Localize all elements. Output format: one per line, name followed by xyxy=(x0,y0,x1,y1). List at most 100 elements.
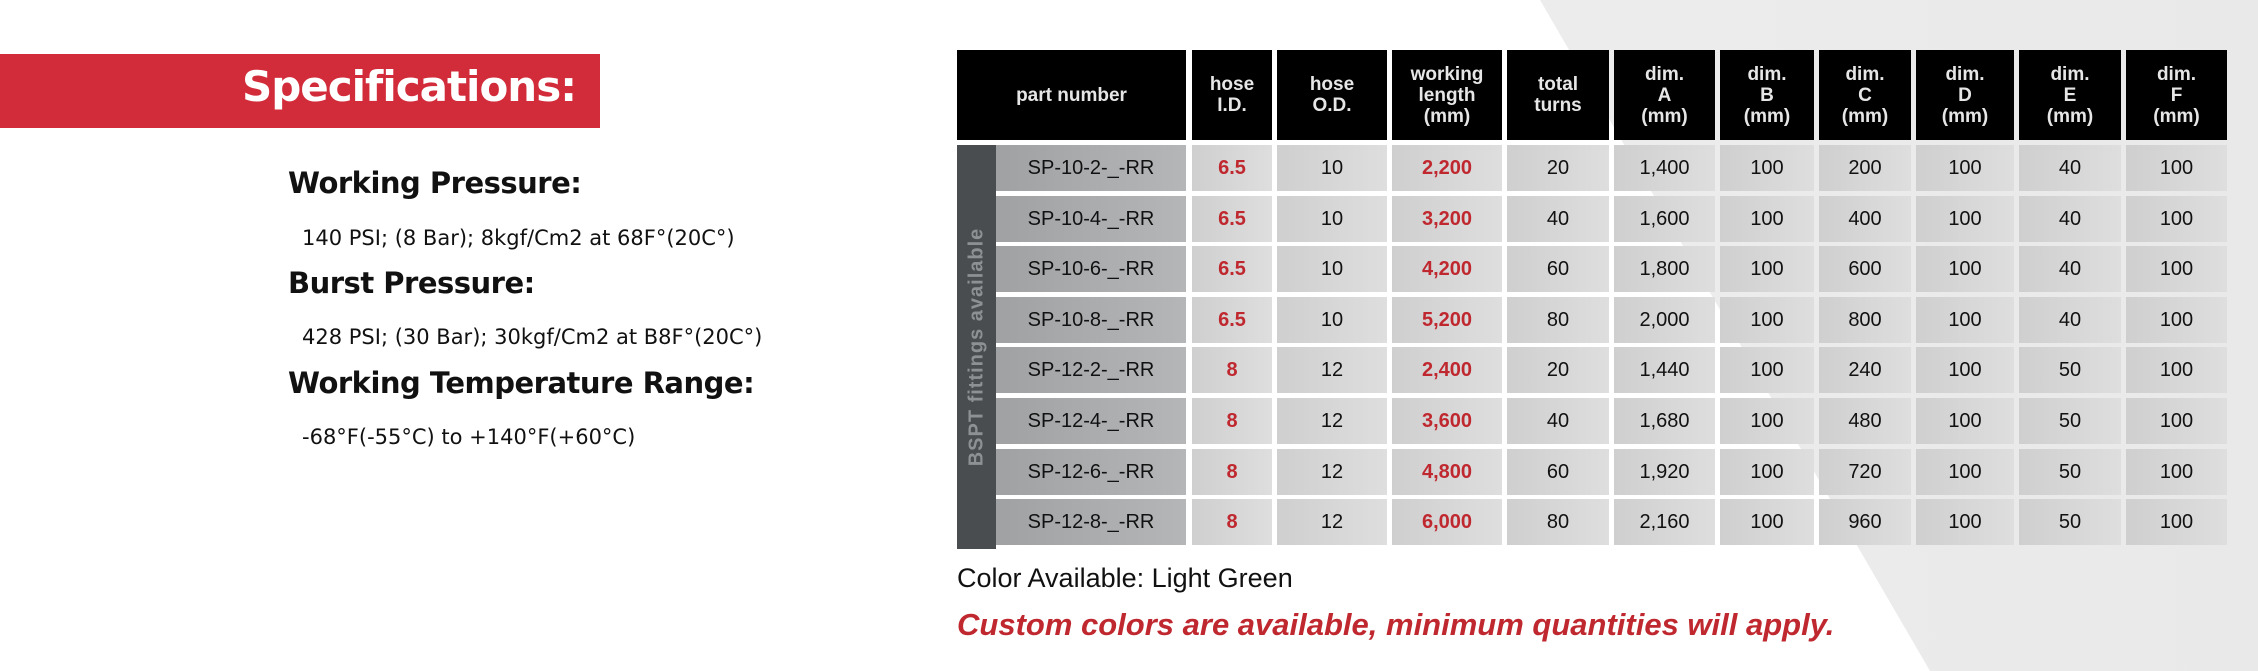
cell-dim-f: 100 xyxy=(2126,246,2227,292)
cell-total-turns: 80 xyxy=(1507,499,1609,545)
cell-total-turns: 20 xyxy=(1507,145,1609,191)
cell-dim-d: 100 xyxy=(1916,196,2014,242)
header-part-number: part number xyxy=(957,50,1186,140)
cell-dim-b: 100 xyxy=(1720,196,1814,242)
cell-dim-d: 100 xyxy=(1916,246,2014,292)
cell-hose-id: 8 xyxy=(1192,347,1272,393)
cell-dim-b: 100 xyxy=(1720,499,1814,545)
spec-value: -68°F(-55°C) to +140°F(+60°C) xyxy=(302,425,636,449)
cell-dim-d: 100 xyxy=(1916,499,2014,545)
cell-working-length: 3,200 xyxy=(1392,196,1502,242)
cell-dim-b: 100 xyxy=(1720,398,1814,444)
cell-dim-c: 240 xyxy=(1819,347,1911,393)
cell-dim-c: 600 xyxy=(1819,246,1911,292)
color-available-note: Color Available: Light Green xyxy=(957,563,1293,593)
header-dim-d: dim. D (mm) xyxy=(1916,50,2014,140)
cell-part-number: SP-10-2-_-RR xyxy=(996,145,1186,191)
cell-dim-f: 100 xyxy=(2126,449,2227,495)
cell-dim-d: 100 xyxy=(1916,347,2014,393)
cell-dim-f: 100 xyxy=(2126,196,2227,242)
cell-dim-e: 40 xyxy=(2019,297,2121,343)
cell-dim-f: 100 xyxy=(2126,297,2227,343)
cell-dim-e: 40 xyxy=(2019,196,2121,242)
cell-dim-a: 1,600 xyxy=(1614,196,1715,242)
cell-working-length: 5,200 xyxy=(1392,297,1502,343)
cell-dim-a: 1,920 xyxy=(1614,449,1715,495)
spec-heading: Working Pressure: xyxy=(288,166,582,200)
side-label-bar: BSPT fittings available xyxy=(957,145,996,549)
cell-dim-e: 50 xyxy=(2019,449,2121,495)
spec-heading: Working Temperature Range: xyxy=(288,366,755,400)
cell-dim-e: 50 xyxy=(2019,398,2121,444)
header-dim-a: dim. A (mm) xyxy=(1614,50,1715,140)
cell-dim-c: 400 xyxy=(1819,196,1911,242)
cell-dim-b: 100 xyxy=(1720,145,1814,191)
cell-dim-f: 100 xyxy=(2126,499,2227,545)
cell-hose-id: 6.5 xyxy=(1192,246,1272,292)
cell-dim-e: 50 xyxy=(2019,347,2121,393)
side-label: BSPT fittings available xyxy=(965,227,987,467)
cell-dim-a: 1,440 xyxy=(1614,347,1715,393)
cell-total-turns: 60 xyxy=(1507,246,1609,292)
cell-dim-e: 40 xyxy=(2019,145,2121,191)
cell-dim-a: 1,400 xyxy=(1614,145,1715,191)
cell-dim-d: 100 xyxy=(1916,297,2014,343)
cell-total-turns: 40 xyxy=(1507,398,1609,444)
spec-heading: Burst Pressure: xyxy=(288,266,535,300)
header-hose-id: hose I.D. xyxy=(1192,50,1272,140)
cell-dim-c: 960 xyxy=(1819,499,1911,545)
cell-working-length: 2,200 xyxy=(1392,145,1502,191)
cell-dim-b: 100 xyxy=(1720,347,1814,393)
cell-dim-a: 1,680 xyxy=(1614,398,1715,444)
custom-colors-note: Custom colors are available, minimum qua… xyxy=(957,607,1835,642)
cell-working-length: 3,600 xyxy=(1392,398,1502,444)
cell-hose-od: 10 xyxy=(1277,297,1387,343)
cell-hose-id: 8 xyxy=(1192,449,1272,495)
cell-dim-c: 480 xyxy=(1819,398,1911,444)
cell-dim-f: 100 xyxy=(2126,347,2227,393)
cell-dim-d: 100 xyxy=(1916,145,2014,191)
cell-working-length: 6,000 xyxy=(1392,499,1502,545)
cell-dim-f: 100 xyxy=(2126,398,2227,444)
cell-dim-a: 2,000 xyxy=(1614,297,1715,343)
cell-dim-b: 100 xyxy=(1720,246,1814,292)
specifications-title: Specifications: xyxy=(241,62,577,111)
cell-working-length: 4,200 xyxy=(1392,246,1502,292)
cell-part-number: SP-10-8-_-RR xyxy=(996,297,1186,343)
cell-part-number: SP-12-6-_-RR xyxy=(996,449,1186,495)
cell-dim-a: 2,160 xyxy=(1614,499,1715,545)
cell-dim-d: 100 xyxy=(1916,398,2014,444)
cell-part-number: SP-12-4-_-RR xyxy=(996,398,1186,444)
cell-hose-id: 6.5 xyxy=(1192,145,1272,191)
cell-part-number: SP-10-6-_-RR xyxy=(996,246,1186,292)
cell-working-length: 4,800 xyxy=(1392,449,1502,495)
cell-hose-id: 6.5 xyxy=(1192,196,1272,242)
cell-working-length: 2,400 xyxy=(1392,347,1502,393)
cell-part-number: SP-12-2-_-RR xyxy=(996,347,1186,393)
cell-dim-f: 100 xyxy=(2126,145,2227,191)
cell-total-turns: 20 xyxy=(1507,347,1609,393)
specifications-banner: Specifications: xyxy=(0,54,600,128)
cell-dim-e: 40 xyxy=(2019,246,2121,292)
spec-value: 428 PSI; (30 Bar); 30kgf/Cm2 at B8F°(20C… xyxy=(302,325,763,349)
cell-total-turns: 40 xyxy=(1507,196,1609,242)
cell-part-number: SP-12-8-_-RR xyxy=(996,499,1186,545)
cell-dim-b: 100 xyxy=(1720,297,1814,343)
cell-dim-e: 50 xyxy=(2019,499,2121,545)
header-dim-f: dim. F (mm) xyxy=(2126,50,2227,140)
header-dim-c: dim. C (mm) xyxy=(1819,50,1911,140)
spec-value: 140 PSI; (8 Bar); 8kgf/Cm2 at 68F°(20C°) xyxy=(302,226,735,250)
cell-dim-c: 800 xyxy=(1819,297,1911,343)
cell-dim-c: 720 xyxy=(1819,449,1911,495)
cell-dim-b: 100 xyxy=(1720,449,1814,495)
header-total-turns: total turns xyxy=(1507,50,1609,140)
cell-hose-od: 10 xyxy=(1277,196,1387,242)
cell-hose-od: 12 xyxy=(1277,449,1387,495)
cell-total-turns: 60 xyxy=(1507,449,1609,495)
cell-hose-od: 10 xyxy=(1277,145,1387,191)
cell-hose-od: 12 xyxy=(1277,347,1387,393)
cell-hose-od: 12 xyxy=(1277,398,1387,444)
cell-dim-d: 100 xyxy=(1916,449,2014,495)
header-dim-b: dim. B (mm) xyxy=(1720,50,1814,140)
header-dim-e: dim. E (mm) xyxy=(2019,50,2121,140)
